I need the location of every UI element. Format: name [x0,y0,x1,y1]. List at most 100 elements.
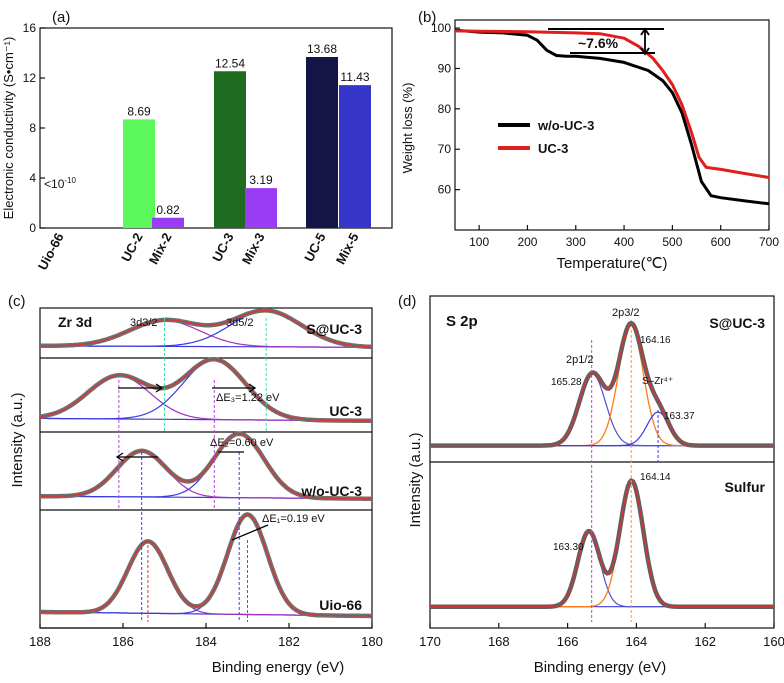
panel-d-xtick-label: 162 [694,634,716,649]
panel-b-xtick-label: 300 [566,235,586,249]
bar [306,57,338,228]
panel-b-ytick-label: 60 [438,183,452,197]
peak-label-2p12: 2p1/2 [566,354,594,366]
panel-b: (b) Weight loss (%) Temperature(℃) 100 20… [400,9,779,272]
shift-arrow-uc3 [118,383,257,393]
annotation-arrow-heads [640,27,650,56]
bar-value-label: 12.54 [215,56,245,70]
legend-label-uc3: UC-3 [538,141,568,156]
spectrum-label-uc3: UC-3 [329,403,362,419]
category-label: UC-2 [118,230,145,264]
panel-b-xlabel: Temperature(℃) [556,255,667,272]
spectrum-envelope [39,433,372,500]
spectrum-envelope [430,322,774,447]
series-line-uc3 [454,29,770,179]
panel-c-xtick-label: 186 [112,634,134,649]
panel-a-ytick-label: 8 [29,121,36,135]
panel-c-xlabel: Binding energy (eV) [212,659,345,676]
panel-a: (a) Electronic conductivity (S•cm⁻¹) 0 4 8… [1,9,393,272]
bar [123,119,155,228]
panel-c: (c) Intensity (a.u.) Binding energy (eV)… [8,293,383,676]
panel-c-ticks: 188 186 184 182 180 [29,623,383,649]
spectrum-label-uio66: Uio-66 [319,597,362,613]
panel-b-xtick-label: 200 [517,235,537,249]
spectrum-label-sulfur: Sulfur [725,479,766,495]
bar [339,85,371,228]
s-zr-label: S–Zr⁴⁺ [642,376,673,387]
panel-b-ytick-label: 80 [438,102,452,116]
spectrum-fit-peak [430,411,774,447]
bar-value-label: 11.43 [340,70,369,84]
category-label: Mix-2 [146,230,175,266]
bar [245,188,277,228]
delta-e1-label: ΔE₁=0.19 eV [262,513,325,525]
panel-a-ytick-label: 0 [29,221,36,235]
panel-a-yticks: 0 4 8 12 16 [23,21,45,235]
panel-c-xtick-label: 182 [278,634,300,649]
panel-a-label: (a) [52,9,70,26]
delta-e3-label: ΔE₃=1.22 eV [216,392,280,404]
category-label: Mix-5 [333,230,362,266]
panel-c-spectra [39,308,373,629]
category-label: UC-3 [209,230,236,264]
spectrum-data [430,477,774,609]
bar-value-label: 0.82 [156,203,180,217]
panel-b-ticks: 100 200 300 400 500 600 700 60 70 80 90 100 [431,21,779,249]
peak-label-3d52: 3d5/2 [226,317,254,329]
peak-label-165-28: 165.28 [551,377,582,388]
panel-b-series [454,28,770,206]
panel-b-ytick-label: 70 [438,142,452,156]
panel-a-ytick-label: 12 [23,71,37,85]
spectrum-data [430,320,774,448]
peak-label-164-16: 164.16 [640,335,671,346]
panel-b-ytick-label: 100 [431,21,451,35]
panel-d-xtick-label: 166 [557,634,579,649]
panel-d-xtick-label: 160 [763,634,784,649]
panel-b-frame [454,19,770,231]
bar-value-label: 3.19 [249,173,273,187]
bar [152,217,184,228]
panel-b-xtick-label: 100 [469,235,489,249]
peak-label-163-30: 163.30 [553,542,584,553]
shift-arrow-wo-uc3 [115,451,244,462]
panel-b-ytick-label: 90 [438,61,452,75]
panel-d-xtick-label: 168 [488,634,510,649]
panel-c-xtick-label: 188 [29,634,51,649]
legend-label-wo-uc3: w/o-UC-3 [537,118,594,133]
spectrum-fit-peak [430,480,774,608]
spectrum-envelope [430,479,774,608]
shift-arrow-uio66 [231,524,269,541]
bar-value-label: 13.68 [307,42,337,56]
bar [214,71,246,228]
panel-b-xtick-label: 700 [759,235,779,249]
spectrum-envelope [40,513,372,617]
panel-d-xtick-label: 170 [419,634,441,649]
panel-b-xtick-label: 400 [614,235,634,249]
annotation-label: ~7.6% [578,35,619,51]
peak-label-3d32: 3d3/2 [130,317,158,329]
panel-b-xtick-label: 600 [711,235,731,249]
series-line-wo-uc3 [454,28,770,206]
peak-label-164-14: 164.14 [640,472,671,483]
panel-a-ylabel: Electronic conductivity (S•cm⁻¹) [1,37,16,220]
panel-b-label: (b) [418,9,436,26]
panel-d-ticks: 170 168 166 164 162 160 [419,623,784,649]
delta-e2-label: ΔE₂=0.60 eV [210,437,274,449]
panel-c-title: Zr 3d [58,314,92,330]
panel-c-xtick-label: 184 [195,634,217,649]
spectrum-label-wo-uc3: w/o-UC-3 [300,483,362,499]
category-label: Uio-66 [35,230,67,272]
spectrum-envelope [39,358,372,422]
spectrum-label-s-uc3: S@UC-3 [306,321,362,337]
bar-value-label: <10-10 [44,176,76,191]
panel-d-spectra [430,320,774,622]
peak-label-2p32: 2p3/2 [612,307,640,319]
panel-a-ytick-label: 4 [29,171,36,185]
panel-d-label: (d) [398,293,416,310]
panel-c-ylabel: Intensity (a.u.) [9,392,26,487]
category-label: UC-5 [301,230,328,264]
panel-d: (d) Intensity (a.u.) Binding energy (eV)… [398,293,784,676]
bar-value-label: 8.69 [127,104,151,118]
